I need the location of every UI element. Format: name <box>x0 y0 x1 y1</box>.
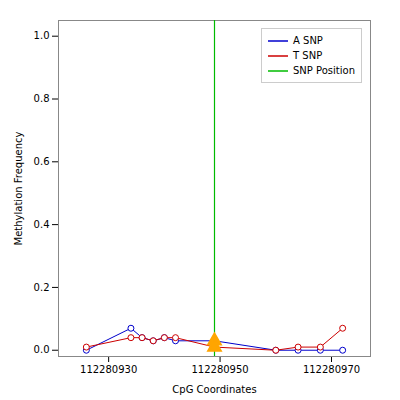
svg-text:1.0: 1.0 <box>34 30 50 41</box>
svg-text:Methylation Frequency: Methylation Frequency <box>13 131 24 245</box>
svg-text:0.8: 0.8 <box>34 93 50 104</box>
svg-text:CpG Coordinates: CpG Coordinates <box>172 384 256 395</box>
html-text:SNP Position: SNP Position <box>293 65 355 76</box>
html-text:T SNP: T SNP <box>293 50 323 61</box>
svg-text:0.4: 0.4 <box>34 219 50 230</box>
svg-text:0.6: 0.6 <box>34 156 50 167</box>
svg-text:112280950: 112280950 <box>191 364 248 375</box>
svg-text:112280930: 112280930 <box>80 364 137 375</box>
svg-text:0.2: 0.2 <box>34 282 50 293</box>
svg-text:0.0: 0.0 <box>34 344 50 355</box>
svg-text:112280970: 112280970 <box>303 364 360 375</box>
html-text:A SNP: A SNP <box>293 35 323 46</box>
